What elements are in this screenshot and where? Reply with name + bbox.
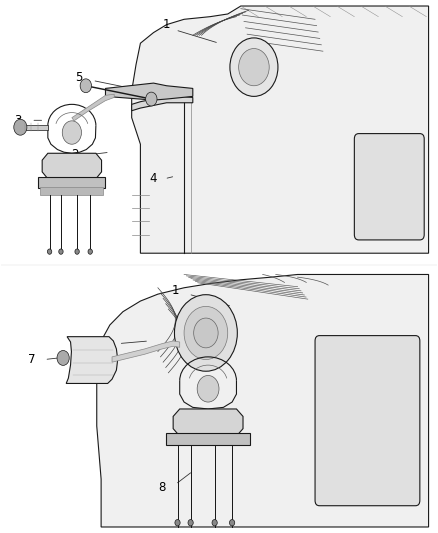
- FancyBboxPatch shape: [354, 134, 424, 240]
- Polygon shape: [72, 94, 114, 121]
- Circle shape: [62, 121, 81, 144]
- Circle shape: [194, 318, 218, 348]
- Circle shape: [75, 249, 79, 254]
- Circle shape: [47, 249, 52, 254]
- Polygon shape: [132, 96, 193, 111]
- Bar: [38, 177, 106, 188]
- Text: 1: 1: [163, 18, 170, 31]
- Circle shape: [14, 119, 27, 135]
- Text: 8: 8: [159, 481, 166, 494]
- Circle shape: [188, 520, 193, 526]
- Polygon shape: [132, 6, 428, 253]
- Polygon shape: [42, 154, 102, 179]
- Circle shape: [59, 249, 63, 254]
- Circle shape: [230, 38, 278, 96]
- Circle shape: [239, 49, 269, 86]
- Polygon shape: [106, 83, 193, 100]
- Circle shape: [80, 79, 92, 93]
- Bar: [21, 125, 48, 130]
- FancyBboxPatch shape: [315, 336, 420, 506]
- Polygon shape: [173, 409, 243, 436]
- Text: 5: 5: [76, 71, 83, 84]
- Text: 3: 3: [14, 114, 22, 127]
- Circle shape: [175, 520, 180, 526]
- Circle shape: [57, 351, 69, 366]
- Circle shape: [230, 520, 235, 526]
- Circle shape: [88, 249, 92, 254]
- Polygon shape: [112, 341, 180, 362]
- Circle shape: [146, 92, 157, 106]
- Polygon shape: [66, 337, 118, 383]
- Circle shape: [212, 520, 217, 526]
- Text: 4: 4: [150, 172, 157, 185]
- Polygon shape: [97, 274, 428, 527]
- Text: 1: 1: [172, 284, 179, 297]
- Circle shape: [174, 295, 237, 371]
- Text: 6: 6: [102, 337, 109, 350]
- Text: 2: 2: [71, 148, 79, 161]
- Text: 7: 7: [28, 353, 35, 366]
- Circle shape: [197, 375, 219, 402]
- Circle shape: [184, 306, 228, 360]
- Bar: [40, 187, 103, 195]
- Bar: [166, 433, 251, 445]
